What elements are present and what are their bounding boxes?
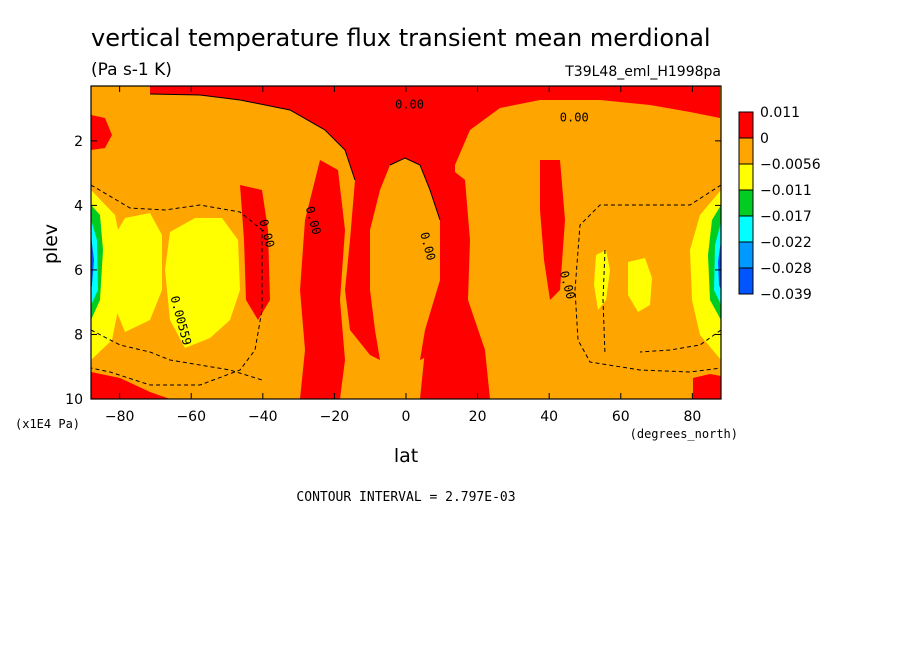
contour-interval-note: CONTOUR INTERVAL = 2.797E-03	[296, 490, 515, 505]
dashed-contour-left-inner	[91, 329, 263, 381]
x-tick-label: −60	[176, 409, 206, 425]
y-axis-units: (x1E4 Pa)	[15, 417, 80, 431]
colorbar-swatch	[738, 189, 754, 217]
colorbar-label: 0	[760, 131, 769, 147]
contour-label: 0.00	[395, 98, 424, 112]
dashed-contour-55-spike	[602, 249, 606, 356]
colorbar-swatch	[738, 111, 754, 139]
red-region-bottom-right	[693, 374, 721, 399]
dashed-contour-right-outer	[574, 184, 721, 373]
chart-subtitle: (Pa s-1 K)	[91, 60, 172, 80]
x-tick-label: 20	[469, 409, 487, 425]
yellow-region-55	[594, 250, 610, 310]
contour-field	[91, 86, 721, 399]
x-tick-label: 60	[612, 409, 630, 425]
colorbar-label: −0.022	[760, 235, 812, 251]
y-tick-label: 8	[74, 327, 83, 343]
yellow-region-neg60	[165, 218, 240, 348]
red-region-40-finger	[540, 160, 565, 300]
yellow-region-left-cell	[112, 213, 162, 332]
colorbar-swatch	[738, 163, 754, 191]
yellow-region-68	[628, 258, 652, 312]
blue-region-right	[718, 240, 721, 290]
x-axis-label: lat	[394, 445, 418, 467]
blue-region-left	[91, 235, 94, 290]
contour-label: 0.00	[560, 110, 589, 124]
y-axis-ticks: 2 4 6 8 10	[65, 134, 721, 408]
colorbar-swatch	[738, 241, 754, 269]
solid-zero-contours	[149, 93, 441, 221]
y-tick-label: 10	[65, 392, 83, 408]
x-tick-label: 0	[402, 409, 411, 425]
chart-title: vertical temperature flux transient mean…	[91, 24, 711, 52]
y-axis-label: plev	[40, 224, 62, 264]
x-tick-label: 40	[540, 409, 558, 425]
colorbar-swatch	[738, 267, 754, 295]
solid-contour-center	[389, 157, 441, 221]
dashed-contour-left-outer	[91, 184, 263, 386]
y-tick-label: 2	[74, 134, 83, 150]
colorbar-label: −0.011	[760, 183, 812, 199]
y-tick-label: 4	[74, 198, 83, 214]
colorbar-label: −0.0056	[760, 157, 821, 173]
x-tick-label: −20	[320, 409, 350, 425]
colorbar-label: 0.011	[760, 105, 800, 121]
y-tick-label: 6	[74, 263, 83, 279]
colorbar-label: −0.017	[760, 209, 812, 225]
red-region-neg20-column	[300, 160, 345, 399]
red-region-bottom-left	[91, 372, 170, 399]
colorbar-label: −0.028	[760, 261, 812, 277]
colorbar: 0.011 0 −0.0056 −0.011 −0.017 −0.022 −0.028 −0.…	[738, 105, 821, 303]
red-region-top-band	[150, 86, 720, 360]
colorbar-swatch	[738, 215, 754, 243]
cyan-region-left	[91, 220, 98, 305]
run-label: T39L48_eml_H1998pa	[564, 64, 721, 80]
colorbar-label: −0.039	[760, 287, 812, 303]
red-region-20-column	[420, 160, 490, 399]
x-axis-units: (degrees_north)	[630, 427, 738, 441]
dashed-contour-lines	[91, 184, 721, 386]
dashed-contour-right-inner	[639, 329, 721, 353]
x-tick-label: −40	[248, 409, 278, 425]
solid-contour-top	[149, 93, 356, 181]
colorbar-swatch	[738, 137, 754, 165]
x-axis-ticks: −80 −60 −40 −20 0 20 40 60 80	[105, 86, 701, 425]
x-tick-label: 80	[683, 409, 701, 425]
x-tick-label: −80	[105, 409, 135, 425]
